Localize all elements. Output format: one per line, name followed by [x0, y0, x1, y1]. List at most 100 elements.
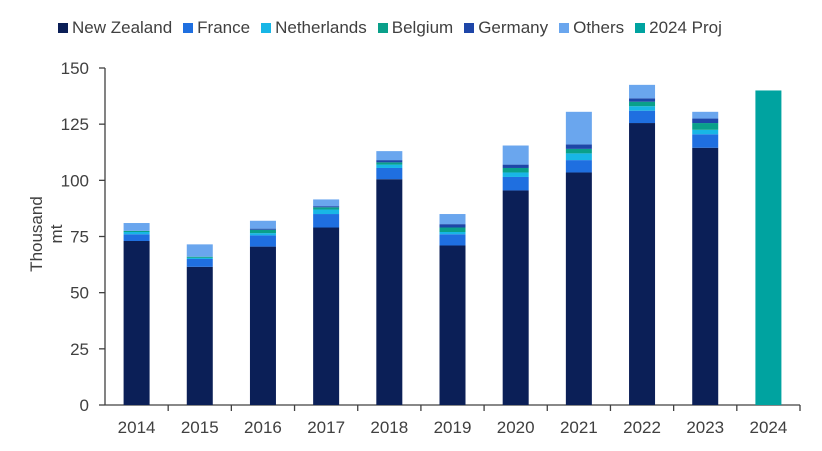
bar-segment-germany	[565, 144, 592, 149]
bar-segment-new-zealand	[186, 266, 213, 405]
bar-segment-france	[313, 214, 340, 228]
bar-segment-new-zealand	[313, 227, 340, 405]
bar-segment-france	[692, 134, 719, 148]
bar-segment-france	[186, 258, 213, 267]
y-tick-label: 150	[61, 59, 89, 78]
bar-segment-belgium	[376, 162, 403, 165]
bar-segment-germany	[502, 164, 529, 168]
bar-segment-netherlands	[313, 209, 340, 215]
bar-segment-new-zealand	[123, 240, 150, 405]
x-tick-label: 2023	[686, 418, 724, 437]
legend-swatch	[58, 23, 68, 33]
bar-segment-others	[439, 214, 466, 225]
legend-label: Others	[573, 18, 625, 37]
bar-segment-others	[565, 111, 592, 145]
legend: New Zealand France Netherlands Belgium Germa…	[58, 18, 733, 38]
bar-segment-germany	[439, 224, 466, 228]
bar-segment-netherlands	[502, 172, 529, 177]
bar-segment-new-zealand	[692, 147, 719, 406]
legend-swatch	[377, 23, 388, 33]
bar-segment-new-zealand	[249, 246, 276, 405]
bar-segment-others	[123, 223, 150, 231]
legend-label: Belgium	[391, 18, 454, 37]
legend-label: Germany	[478, 18, 549, 37]
bar-segment-germany	[376, 160, 403, 163]
bar-segment-others	[692, 111, 719, 119]
legend-label: New Zealand	[72, 18, 173, 37]
bar-segment-others	[186, 244, 213, 257]
bar-segment-new-zealand	[439, 245, 466, 405]
x-tick-label: 2015	[181, 418, 219, 437]
legend-swatch	[635, 23, 646, 33]
legend-item: Netherlands	[261, 18, 367, 38]
legend-swatch	[261, 23, 272, 33]
bar-segment-germany	[692, 118, 719, 124]
bar-segment-new-zealand	[502, 190, 529, 405]
bar-segment-germany	[629, 98, 656, 102]
bar-segment-belgium	[692, 123, 719, 130]
bar-segment-belgium	[439, 227, 466, 233]
bar-segment-netherlands	[123, 232, 150, 235]
x-tick-label: 2018	[370, 418, 408, 437]
legend-item: Others	[559, 18, 624, 38]
bar-segment-belgium	[186, 256, 213, 258]
bar-segment-netherlands	[692, 129, 719, 135]
x-tick-label: 2016	[244, 418, 282, 437]
legend-swatch	[559, 23, 570, 33]
legend-swatch	[464, 23, 475, 33]
legend-label: 2024 Proj	[649, 18, 722, 37]
legend-item: New Zealand	[58, 18, 172, 38]
legend-label: Netherlands	[275, 18, 367, 37]
bar-segment-germany	[249, 228, 276, 230]
bar-segment-new-zealand	[629, 123, 656, 405]
bar-segment-others	[629, 84, 656, 99]
bar-segment-netherlands	[186, 257, 213, 259]
bar-segment-france	[502, 176, 529, 191]
legend-item: 2024 Proj	[635, 18, 722, 38]
bar-segment-france	[249, 235, 276, 247]
x-tick-label: 2021	[560, 418, 598, 437]
bar-segment-2024-proj	[755, 90, 782, 405]
bar-segment-belgium	[565, 148, 592, 154]
x-tick-label: 2020	[497, 418, 535, 437]
x-tick-label: 2014	[118, 418, 156, 437]
bar-segment-belgium	[313, 207, 340, 210]
y-tick-label: 50	[70, 284, 89, 303]
y-tick-label: 100	[61, 171, 89, 190]
bar-segment-france	[376, 167, 403, 180]
bar-segment-netherlands	[565, 153, 592, 161]
y-tick-label: 125	[61, 115, 89, 134]
bar-segment-others	[313, 199, 340, 207]
y-tick-label: 25	[70, 340, 89, 359]
bar-segment-netherlands	[249, 233, 276, 236]
legend-label: France	[197, 18, 251, 37]
bar-segment-germany	[313, 206, 340, 208]
x-tick-label: 2017	[307, 418, 345, 437]
x-tick-label: 2022	[623, 418, 661, 437]
bar-segment-belgium	[123, 230, 150, 233]
legend-item: France	[183, 18, 250, 38]
bar-segment-belgium	[249, 229, 276, 234]
bar-segment-others	[376, 151, 403, 161]
x-tick-label: 2024	[749, 418, 787, 437]
bar-segment-others	[249, 220, 276, 229]
bar-segment-france	[123, 234, 150, 241]
x-tick-label: 2019	[434, 418, 472, 437]
bar-segment-netherlands	[376, 164, 403, 168]
legend-item: Germany	[464, 18, 548, 38]
y-tick-label: 0	[80, 396, 89, 415]
bar-segment-france	[439, 234, 466, 246]
bar-segment-others	[502, 145, 529, 165]
bar-segment-new-zealand	[565, 172, 592, 405]
bar-segment-belgium	[629, 101, 656, 107]
bar-segment-belgium	[502, 167, 529, 173]
bar-segment-new-zealand	[376, 179, 403, 405]
bar-segment-france	[629, 110, 656, 124]
bar-segment-netherlands	[629, 106, 656, 111]
bar-segment-netherlands	[439, 232, 466, 235]
bar-segment-france	[565, 160, 592, 173]
y-tick-label: 75	[70, 228, 89, 247]
legend-item: Belgium	[377, 18, 454, 38]
legend-swatch	[183, 23, 194, 33]
